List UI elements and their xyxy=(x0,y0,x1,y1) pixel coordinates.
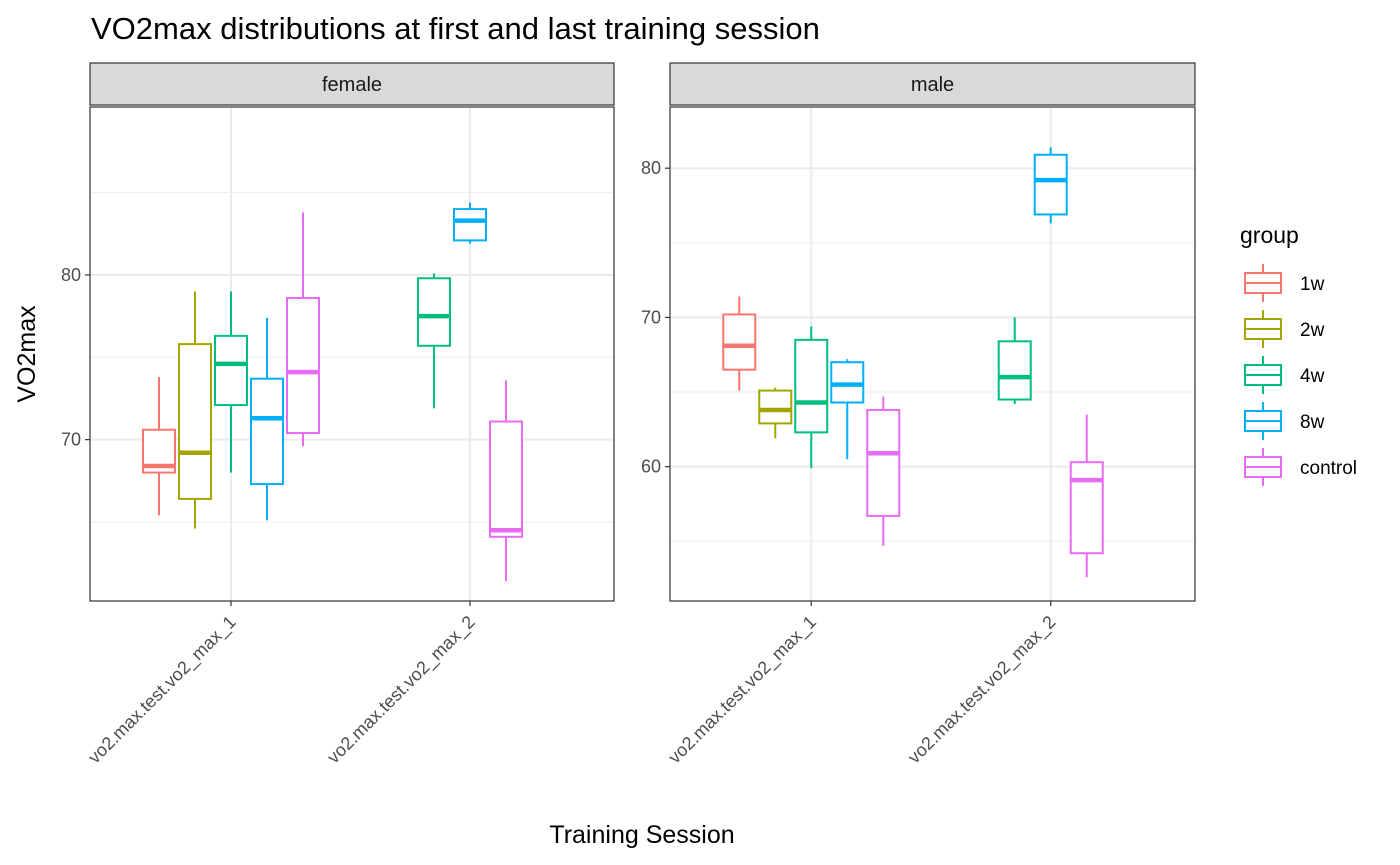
facet-strip xyxy=(89,62,615,106)
legend-title: group xyxy=(1240,222,1299,248)
legend-label: 8w xyxy=(1300,412,1325,433)
legend-item-2w: 2w xyxy=(1244,310,1325,348)
boxplot-male-1-8w xyxy=(1033,147,1068,224)
y-tick-label: 80 xyxy=(61,265,81,285)
boxplot-female-0-4w xyxy=(214,291,248,473)
facet-panels: female 70 80 vo2.max.test.vo2_max_1 vo2.max.… xyxy=(61,62,1196,768)
box-iqr xyxy=(417,277,451,347)
panel-border xyxy=(669,106,1196,602)
boxplot-male-0-4w xyxy=(794,326,829,469)
box-iqr xyxy=(722,313,757,371)
box-iqr xyxy=(1033,153,1068,216)
panel-border xyxy=(89,106,615,602)
facet-strip xyxy=(669,62,1196,106)
facet-panel-male: male 60 70 80 vo2.max.test.vo2_max_1 vo2.max.… xyxy=(641,62,1196,768)
boxplot-male-0-control xyxy=(866,396,901,546)
panel-background xyxy=(670,107,1195,601)
x-tick-label: vo2.max.test.vo2_max_1 xyxy=(84,612,240,768)
legend-item-4w: 4w xyxy=(1244,356,1325,394)
facet-strip-label: male xyxy=(911,74,954,96)
y-tick-label: 80 xyxy=(641,158,661,178)
box-iqr xyxy=(178,343,212,500)
boxplot-male-1-control xyxy=(1069,414,1104,578)
boxplot-female-0-1w xyxy=(142,377,176,516)
x-axis-title: Training Session xyxy=(549,821,734,849)
box-iqr xyxy=(453,208,487,242)
panel-background xyxy=(90,107,614,601)
boxplot-female-1-control xyxy=(489,380,523,582)
y-tick-label: 70 xyxy=(61,430,81,450)
boxplot-female-1-8w xyxy=(453,202,487,244)
box-iqr xyxy=(794,338,829,434)
box-iqr xyxy=(997,340,1032,401)
boxplot-female-1-4w xyxy=(417,273,451,409)
y-tick-label: 60 xyxy=(641,457,661,477)
boxplot-male-0-8w xyxy=(830,359,865,460)
box-iqr xyxy=(214,334,248,407)
x-tick-label: vo2.max.test.vo2_max_2 xyxy=(904,612,1060,768)
facet-panel-female: female 70 80 vo2.max.test.vo2_max_1 vo2.max.… xyxy=(61,62,615,768)
boxplot-male-1-4w xyxy=(997,317,1032,404)
box-iqr xyxy=(250,377,284,486)
box-iqr xyxy=(489,420,523,538)
boxplot-female-0-8w xyxy=(250,317,284,521)
legend-item-1w: 1w xyxy=(1244,264,1325,302)
box-iqr xyxy=(286,297,320,435)
legend-item-control: control xyxy=(1244,448,1357,486)
legend: group 1w 2w 4w 8w control xyxy=(1240,222,1357,486)
legend-label: 2w xyxy=(1300,320,1325,341)
boxplot-male-0-2w xyxy=(758,387,793,439)
legend-label: control xyxy=(1300,458,1357,479)
boxplot-female-0-control xyxy=(286,212,320,447)
legend-item-8w: 8w xyxy=(1244,402,1325,440)
legend-label: 1w xyxy=(1300,274,1325,295)
box-iqr xyxy=(866,408,901,517)
boxplot-female-0-2w xyxy=(178,291,212,529)
chart-title: VO2max distributions at first and last t… xyxy=(91,11,820,46)
y-axis-title: VO2max xyxy=(13,305,41,403)
facet-strip-label: female xyxy=(322,74,382,96)
legend-label: 4w xyxy=(1300,366,1325,387)
box-iqr xyxy=(758,389,793,425)
boxplot-male-0-1w xyxy=(722,296,757,391)
y-tick-label: 70 xyxy=(641,307,661,327)
x-tick-label: vo2.max.test.vo2_max_2 xyxy=(323,612,479,768)
box-iqr xyxy=(1069,461,1104,555)
x-tick-label: vo2.max.test.vo2_max_1 xyxy=(664,612,820,768)
